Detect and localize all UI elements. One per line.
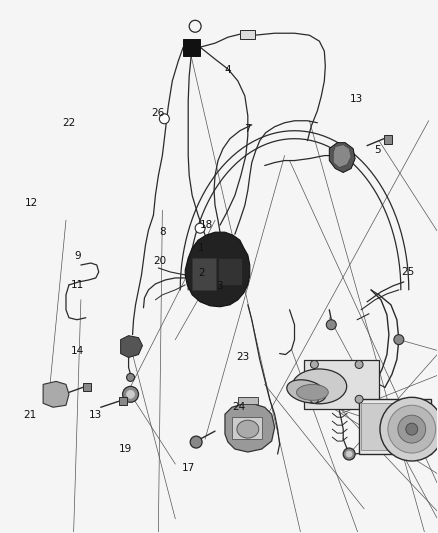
Ellipse shape — [311, 395, 318, 403]
Ellipse shape — [380, 397, 438, 461]
Ellipse shape — [210, 273, 220, 283]
Polygon shape — [43, 382, 69, 407]
Ellipse shape — [237, 420, 259, 438]
Text: 4: 4 — [224, 66, 231, 75]
Polygon shape — [192, 258, 216, 290]
Ellipse shape — [194, 260, 210, 276]
Text: 2: 2 — [198, 268, 205, 278]
Polygon shape — [384, 135, 392, 144]
Ellipse shape — [198, 280, 206, 288]
Ellipse shape — [56, 397, 62, 402]
Ellipse shape — [223, 275, 233, 285]
Polygon shape — [83, 383, 91, 391]
Ellipse shape — [190, 436, 202, 448]
Polygon shape — [238, 397, 258, 404]
Ellipse shape — [292, 369, 347, 404]
Ellipse shape — [311, 360, 318, 368]
Polygon shape — [185, 232, 250, 307]
Polygon shape — [333, 144, 351, 167]
Polygon shape — [225, 404, 275, 452]
Ellipse shape — [346, 451, 352, 457]
Polygon shape — [232, 417, 262, 439]
Bar — [304, 360, 379, 409]
Ellipse shape — [388, 405, 436, 453]
Text: 26: 26 — [152, 108, 165, 118]
Ellipse shape — [123, 386, 138, 402]
Ellipse shape — [394, 335, 404, 345]
Ellipse shape — [355, 360, 363, 368]
Text: 24: 24 — [232, 402, 245, 412]
Polygon shape — [240, 30, 255, 39]
Text: 7: 7 — [244, 124, 251, 134]
Text: 17: 17 — [182, 463, 195, 473]
Text: 25: 25 — [402, 267, 415, 277]
Text: 22: 22 — [62, 118, 75, 128]
Bar — [359, 399, 431, 454]
Ellipse shape — [127, 374, 134, 382]
Ellipse shape — [355, 395, 363, 403]
Ellipse shape — [297, 384, 328, 400]
Text: 23: 23 — [237, 352, 250, 361]
Polygon shape — [183, 39, 200, 56]
Text: 18: 18 — [199, 220, 212, 230]
Text: 21: 21 — [23, 410, 36, 420]
Ellipse shape — [335, 151, 349, 165]
Text: 11: 11 — [71, 280, 84, 290]
Ellipse shape — [287, 380, 326, 403]
Text: 1: 1 — [198, 243, 205, 253]
Polygon shape — [120, 336, 142, 358]
Ellipse shape — [127, 390, 134, 398]
Polygon shape — [329, 143, 355, 173]
Text: 8: 8 — [159, 227, 166, 237]
Ellipse shape — [195, 223, 205, 233]
Ellipse shape — [47, 385, 55, 393]
Text: 3: 3 — [215, 281, 223, 291]
Ellipse shape — [126, 342, 135, 352]
Ellipse shape — [398, 415, 426, 443]
Ellipse shape — [343, 448, 355, 460]
Text: 5: 5 — [374, 145, 381, 155]
Polygon shape — [218, 258, 242, 285]
Text: 13: 13 — [350, 94, 363, 104]
Ellipse shape — [406, 423, 418, 435]
Ellipse shape — [326, 320, 336, 330]
Text: 12: 12 — [25, 198, 39, 208]
Text: 19: 19 — [119, 445, 132, 455]
Ellipse shape — [224, 262, 236, 274]
Text: 20: 20 — [154, 256, 167, 266]
Polygon shape — [119, 397, 127, 405]
Bar — [361, 403, 396, 450]
Text: 14: 14 — [71, 346, 84, 357]
Text: 9: 9 — [74, 251, 81, 261]
Ellipse shape — [159, 114, 170, 124]
Text: 13: 13 — [88, 410, 102, 420]
